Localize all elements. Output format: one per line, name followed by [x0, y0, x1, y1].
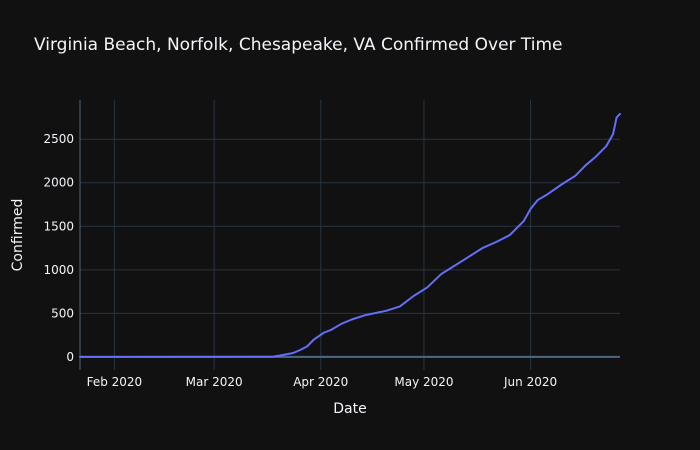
x-tick-label: Apr 2020: [293, 375, 348, 389]
y-axis-title: Confirmed: [10, 199, 26, 272]
y-tick-label: 1500: [43, 219, 74, 233]
x-tick-label: Jun 2020: [503, 375, 557, 389]
y-tick-label: 0: [66, 350, 74, 364]
x-tick-label: May 2020: [394, 375, 453, 389]
y-tick-label: 1000: [43, 263, 74, 277]
y-tick-label: 2000: [43, 176, 74, 190]
y-tick-label: 500: [51, 306, 74, 320]
x-gridlines: [113, 100, 532, 370]
x-tick-label: Mar 2020: [186, 375, 243, 389]
y-tick-labels: 0 500 1000 1500 2000 2500: [43, 132, 74, 364]
x-axis-title: Date: [333, 401, 366, 417]
x-tick-labels: Feb 2020 Mar 2020 Apr 2020 May 2020 Jun 2020: [87, 375, 558, 389]
chart-title: Virginia Beach, Norfolk, Chesapeake, VA …: [34, 35, 563, 55]
y-tick-label: 2500: [43, 132, 74, 146]
x-tick-label: Feb 2020: [87, 375, 143, 389]
series-line: [79, 112, 621, 358]
y-gridlines: [79, 100, 620, 370]
series-layer: [79, 112, 621, 358]
